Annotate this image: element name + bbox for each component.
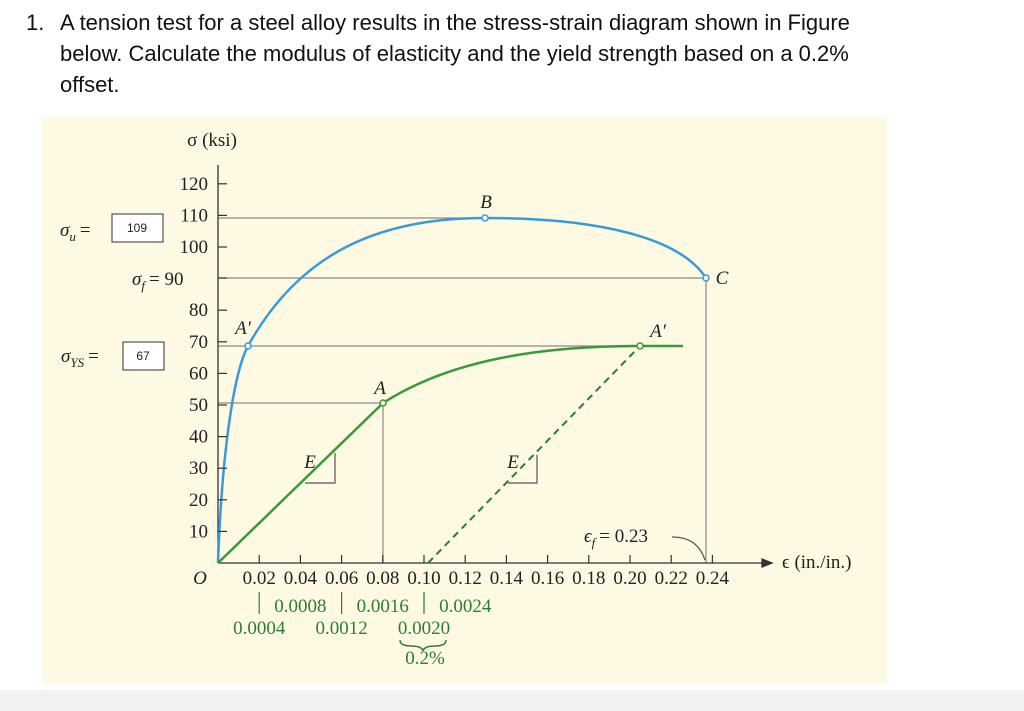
- x-tick-label: 0.04: [284, 568, 318, 589]
- point-label: A: [372, 378, 386, 399]
- y-tick-label: 60: [189, 363, 208, 384]
- point-label: A′: [648, 321, 667, 342]
- question-line: offset.: [60, 72, 120, 97]
- question-line: A tension test for a steel alloy results…: [60, 10, 850, 35]
- x-tick-label: 0.10: [407, 568, 440, 589]
- slope-label: E: [506, 452, 519, 473]
- equation: = 0.23: [599, 526, 648, 547]
- symbol: σ: [61, 346, 71, 367]
- y-tick-label: 30: [189, 458, 208, 479]
- small-strain-label: 0.0008: [274, 596, 326, 617]
- symbol-label: σYS =: [61, 346, 99, 370]
- small-strain-label: 0.0024: [439, 596, 492, 617]
- x-axis-label: ϵ (in./in.): [782, 552, 851, 573]
- x-tick-label: 0.14: [490, 568, 524, 589]
- subscript: f: [592, 535, 598, 550]
- offset-line: [427, 345, 641, 564]
- bottom-bar: [0, 690, 1024, 711]
- small-strain-curve: [217, 344, 683, 564]
- answer: 67: [136, 349, 150, 363]
- y-tick-label: 50: [189, 395, 208, 416]
- equation: =: [80, 220, 91, 241]
- small-strain-label: 0.0020: [398, 618, 450, 639]
- y-tick-label: 20: [189, 490, 208, 511]
- x-tick-label: 0.06: [325, 568, 358, 589]
- y-tick-label: 100: [180, 237, 209, 258]
- small-strain-label: 0.0012: [315, 618, 367, 639]
- answer: 109: [127, 221, 147, 235]
- symbol-label: ϵf = 0.23: [584, 526, 648, 550]
- symbol: σ: [60, 220, 70, 241]
- x-tick-label: 0.22: [655, 568, 688, 589]
- points: [244, 214, 710, 407]
- x-tick-label: 0.18: [572, 568, 605, 589]
- x-tick-label: 0.02: [243, 568, 276, 589]
- equation: =: [88, 346, 99, 367]
- figure-background: [42, 117, 887, 684]
- point-label: B: [480, 192, 492, 213]
- slope-label: E: [303, 452, 316, 473]
- origin-label: O: [193, 568, 207, 589]
- y-axis-label: σ (ksi): [187, 130, 237, 151]
- symbol: ϵ: [584, 526, 593, 547]
- y-tick-label: 80: [189, 300, 208, 321]
- pointer: [671, 536, 706, 561]
- subscript: f: [141, 278, 147, 293]
- brace: [399, 639, 447, 652]
- symbol-label: σf = 90: [132, 269, 183, 293]
- y-tick-label: 110: [180, 205, 208, 226]
- figure: σ (ksi) ϵ (in./in.) O 120 110 100 80 70 60 50 40 30…: [42, 117, 887, 684]
- x-tick-label: 0.08: [366, 568, 399, 589]
- offset-label: 0.2%: [405, 648, 445, 669]
- point-label: A′: [233, 318, 252, 339]
- y-tick-label: 70: [189, 332, 208, 353]
- question-number: 1.: [26, 10, 45, 35]
- subscript: YS: [70, 355, 84, 370]
- y-tick-label: 40: [189, 427, 208, 448]
- symbol: σ: [132, 269, 142, 290]
- y-tick-label: 120: [180, 174, 209, 195]
- answer-box: [122, 341, 165, 371]
- equation: = 90: [149, 269, 183, 290]
- small-strain-label: 0.0004: [233, 618, 286, 639]
- x-tick-label: 0.20: [613, 568, 646, 589]
- symbol-label: σu =: [60, 220, 91, 244]
- stress-strain-curve: [216, 216, 708, 564]
- x-tick-label: 0.16: [531, 568, 564, 589]
- x-tick-label: 0.12: [449, 568, 482, 589]
- x-tick-label: 0.24: [696, 568, 730, 589]
- y-tick-label: 10: [189, 521, 208, 542]
- question-line: below. Calculate the modulus of elastici…: [60, 41, 849, 66]
- subscript: u: [69, 229, 76, 244]
- answer-box: [111, 213, 164, 243]
- slope-triangles: [305, 453, 538, 484]
- small-strain-label: 0.0016: [357, 596, 409, 617]
- point-label: C: [716, 268, 729, 289]
